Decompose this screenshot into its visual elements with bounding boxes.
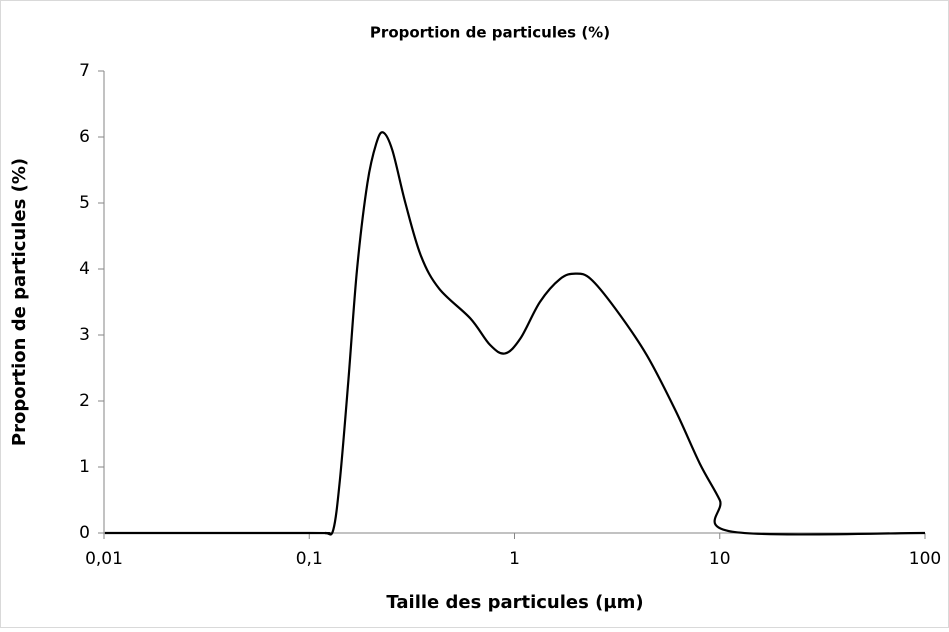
y-axis-label: Proportion de particules (%) xyxy=(9,158,30,446)
x-tick-label: 0,1 xyxy=(296,549,323,569)
data-line xyxy=(104,131,926,536)
x-tick-label: 1 xyxy=(509,549,520,569)
y-tick-label: 6 xyxy=(79,127,90,147)
x-tick-label: 100 xyxy=(909,549,941,569)
y-tick-label: 7 xyxy=(79,61,90,81)
chart-title: Proportion de particules (%) xyxy=(370,24,610,42)
x-tick-label: 0,01 xyxy=(85,549,123,569)
y-tick-label: 4 xyxy=(79,259,90,279)
y-tick-label: 5 xyxy=(79,193,90,213)
y-tick-label: 1 xyxy=(79,457,90,477)
x-axis-label: Taille des particules (µm) xyxy=(386,592,643,613)
x-tick-label: 10 xyxy=(709,549,731,569)
y-tick-label: 3 xyxy=(79,325,90,345)
y-tick-label: 0 xyxy=(79,523,90,543)
y-tick-label: 2 xyxy=(79,391,90,411)
